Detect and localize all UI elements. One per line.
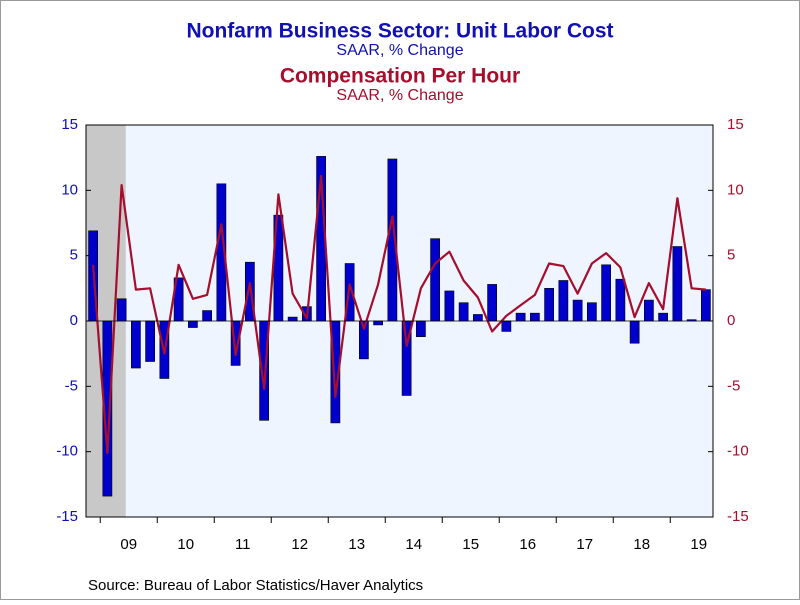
x-tick-label: 11 [235, 536, 251, 553]
x-tick-label: 12 [291, 536, 308, 553]
x-tick-label: 10 [177, 536, 194, 553]
y2-tick-label: 15 [727, 116, 744, 133]
y2-tick-label: -10 [727, 443, 749, 460]
chart-subtitle-2: SAAR, % Change [336, 87, 463, 104]
bar [430, 238, 440, 322]
bar [587, 302, 597, 322]
x-tick-label: 09 [120, 536, 137, 553]
bar [672, 246, 683, 322]
bar [131, 320, 141, 369]
bar [487, 284, 497, 322]
y-tick-label: -5 [65, 377, 78, 394]
y2-tick-label: 0 [727, 312, 735, 329]
bar [701, 289, 711, 322]
bar [601, 264, 611, 322]
bar [658, 312, 668, 322]
bar [373, 320, 383, 326]
x-tick-label: 17 [576, 536, 593, 553]
bar [188, 320, 198, 328]
bar [544, 288, 554, 322]
bar [287, 316, 298, 322]
plot-border [85, 124, 714, 518]
x-tick-label: 16 [519, 536, 536, 553]
bar [202, 310, 212, 322]
bar [644, 299, 654, 322]
chart-title: Nonfarm Business Sector: Unit Labor Cost [186, 20, 613, 43]
x-tick-label: 18 [633, 536, 650, 553]
y2-tick-label: 5 [727, 247, 735, 264]
y-tick-label: 10 [61, 181, 78, 198]
y2-tick-label: 10 [727, 181, 744, 198]
y-tick-label: 0 [70, 312, 78, 329]
bar [444, 290, 455, 322]
line [92, 174, 706, 455]
chart-subtitle: SAAR, % Change [336, 42, 463, 59]
bar [145, 320, 155, 362]
bar [458, 302, 469, 322]
x-tick-label: 14 [405, 536, 422, 553]
bar [473, 314, 483, 322]
x-tick-label: 19 [690, 536, 707, 553]
bar [116, 298, 127, 322]
bar [416, 320, 426, 337]
y-tick-label: -10 [56, 443, 78, 460]
chart-title-2: Compensation Per Hour [280, 65, 520, 88]
y-tick-label: 15 [61, 116, 78, 133]
bar [501, 320, 512, 332]
source-note: Source: Bureau of Labor Statistics/Haver… [88, 577, 423, 594]
bar [530, 312, 540, 322]
bar [629, 320, 640, 344]
y-tick-label: -15 [56, 508, 78, 525]
bar [558, 280, 569, 322]
x-tick-label: 13 [348, 536, 365, 553]
y2-tick-label: -5 [727, 377, 740, 394]
x-tick-label: 15 [462, 536, 479, 553]
y2-tick-label: -15 [727, 508, 749, 525]
bar [515, 312, 526, 322]
y-tick-label: 5 [70, 247, 78, 264]
bar [572, 299, 583, 322]
bar [615, 278, 626, 322]
